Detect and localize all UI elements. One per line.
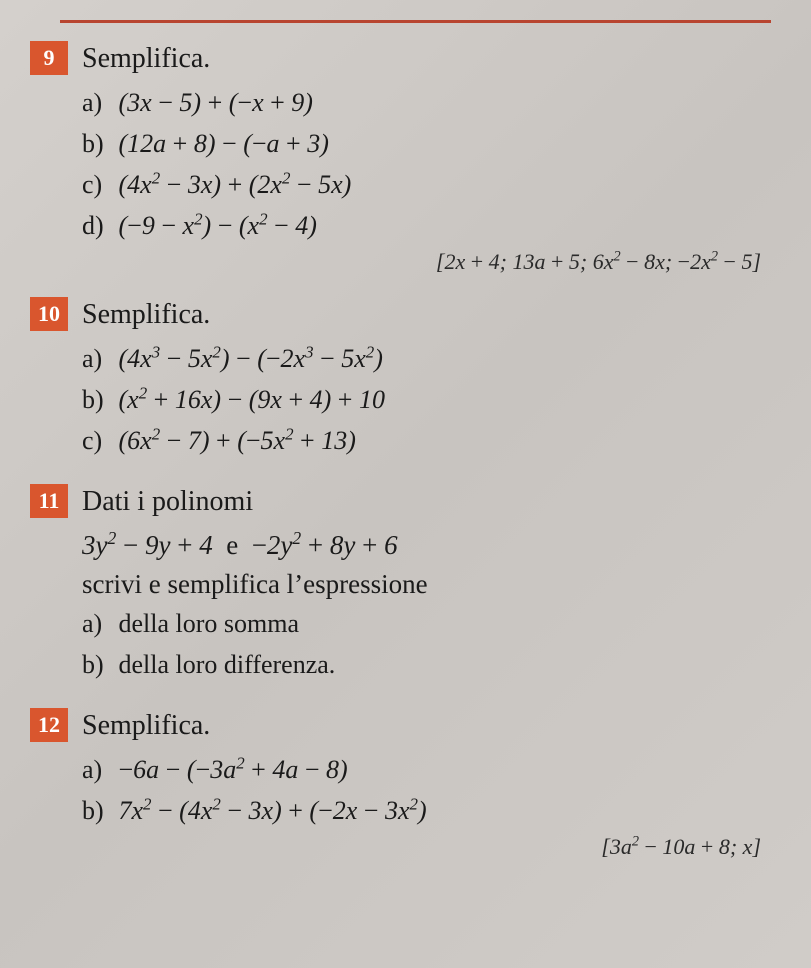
exercise-item: b) (x2 + 16x) − (9x + 4) + 10 [82, 380, 771, 419]
item-label: b) [82, 124, 112, 163]
exercise-body: Semplifica. a) (3x − 5) + (−x + 9) b) (1… [82, 41, 771, 275]
item-expression: 7x2 − (4x2 − 3x) + (−2x − 3x2) [119, 796, 427, 825]
exercise-number-badge: 10 [30, 297, 68, 331]
exercise-number-badge: 9 [30, 41, 68, 75]
exercise-number-badge: 12 [30, 708, 68, 742]
exercise-item: b) della loro differenza. [82, 645, 771, 684]
item-label: b) [82, 791, 112, 830]
item-label: a) [82, 750, 112, 789]
item-expression: (x2 + 16x) − (9x + 4) + 10 [119, 385, 385, 414]
item-label: b) [82, 645, 112, 684]
item-label: a) [82, 604, 112, 643]
item-text: della loro differenza. [119, 650, 336, 679]
exercise-item: d) (−9 − x2) − (x2 − 4) [82, 206, 771, 245]
exercise-12: 12 Semplifica. a) −6a − (−3a2 + 4a − 8) … [30, 708, 771, 860]
item-expression: (4x2 − 3x) + (2x2 − 5x) [119, 170, 352, 199]
exercise-item: a) −6a − (−3a2 + 4a − 8) [82, 750, 771, 789]
item-expression: (6x2 − 7) + (−5x2 + 13) [119, 426, 356, 455]
exercise-item: a) della loro somma [82, 604, 771, 643]
item-label: a) [82, 83, 112, 122]
exercise-title: Dati i polinomi [82, 486, 771, 518]
exercise-11: 11 Dati i polinomi 3y2 − 9y + 4 e −2y2 +… [30, 484, 771, 686]
item-expression: (4x3 − 5x2) − (−2x3 − 5x2) [119, 344, 383, 373]
item-expression: (−9 − x2) − (x2 − 4) [119, 211, 317, 240]
exercise-title: Semplifica. [82, 299, 771, 331]
exercise-instruction: scrivi e semplifica l’espressione [82, 565, 771, 604]
exercise-title: Semplifica. [82, 43, 771, 75]
exercise-item: b) (12a + 8) − (−a + 3) [82, 124, 771, 163]
exercise-item: c) (6x2 − 7) + (−5x2 + 13) [82, 421, 771, 460]
item-label: a) [82, 339, 112, 378]
item-expression: (12a + 8) − (−a + 3) [119, 129, 329, 158]
item-expression: (3x − 5) + (−x + 9) [119, 88, 313, 117]
exercise-item: b) 7x2 − (4x2 − 3x) + (−2x − 3x2) [82, 791, 771, 830]
exercise-body: Semplifica. a) −6a − (−3a2 + 4a − 8) b) … [82, 708, 771, 860]
exercise-body: Dati i polinomi 3y2 − 9y + 4 e −2y2 + 8y… [82, 484, 771, 686]
exercise-10: 10 Semplifica. a) (4x3 − 5x2) − (−2x3 − … [30, 297, 771, 462]
item-text: della loro somma [119, 609, 300, 638]
item-label: c) [82, 421, 112, 460]
exercise-item: a) (3x − 5) + (−x + 9) [82, 83, 771, 122]
exercise-intro-line: 3y2 − 9y + 4 e −2y2 + 8y + 6 [82, 526, 771, 565]
item-label: d) [82, 206, 112, 245]
item-label: c) [82, 165, 112, 204]
exercise-body: Semplifica. a) (4x3 − 5x2) − (−2x3 − 5x2… [82, 297, 771, 462]
top-horizontal-rule [60, 20, 771, 23]
exercise-title: Semplifica. [82, 710, 771, 742]
exercise-9: 9 Semplifica. a) (3x − 5) + (−x + 9) b) … [30, 41, 771, 275]
exercise-item: c) (4x2 − 3x) + (2x2 − 5x) [82, 165, 771, 204]
exercise-answer: [3a2 − 10a + 8; x] [82, 834, 771, 860]
item-expression: −6a − (−3a2 + 4a − 8) [119, 755, 348, 784]
exercise-item: a) (4x3 − 5x2) − (−2x3 − 5x2) [82, 339, 771, 378]
exercise-number-badge: 11 [30, 484, 68, 518]
item-label: b) [82, 380, 112, 419]
exercise-answer: [2x + 4; 13a + 5; 6x2 − 8x; −2x2 − 5] [82, 249, 771, 275]
